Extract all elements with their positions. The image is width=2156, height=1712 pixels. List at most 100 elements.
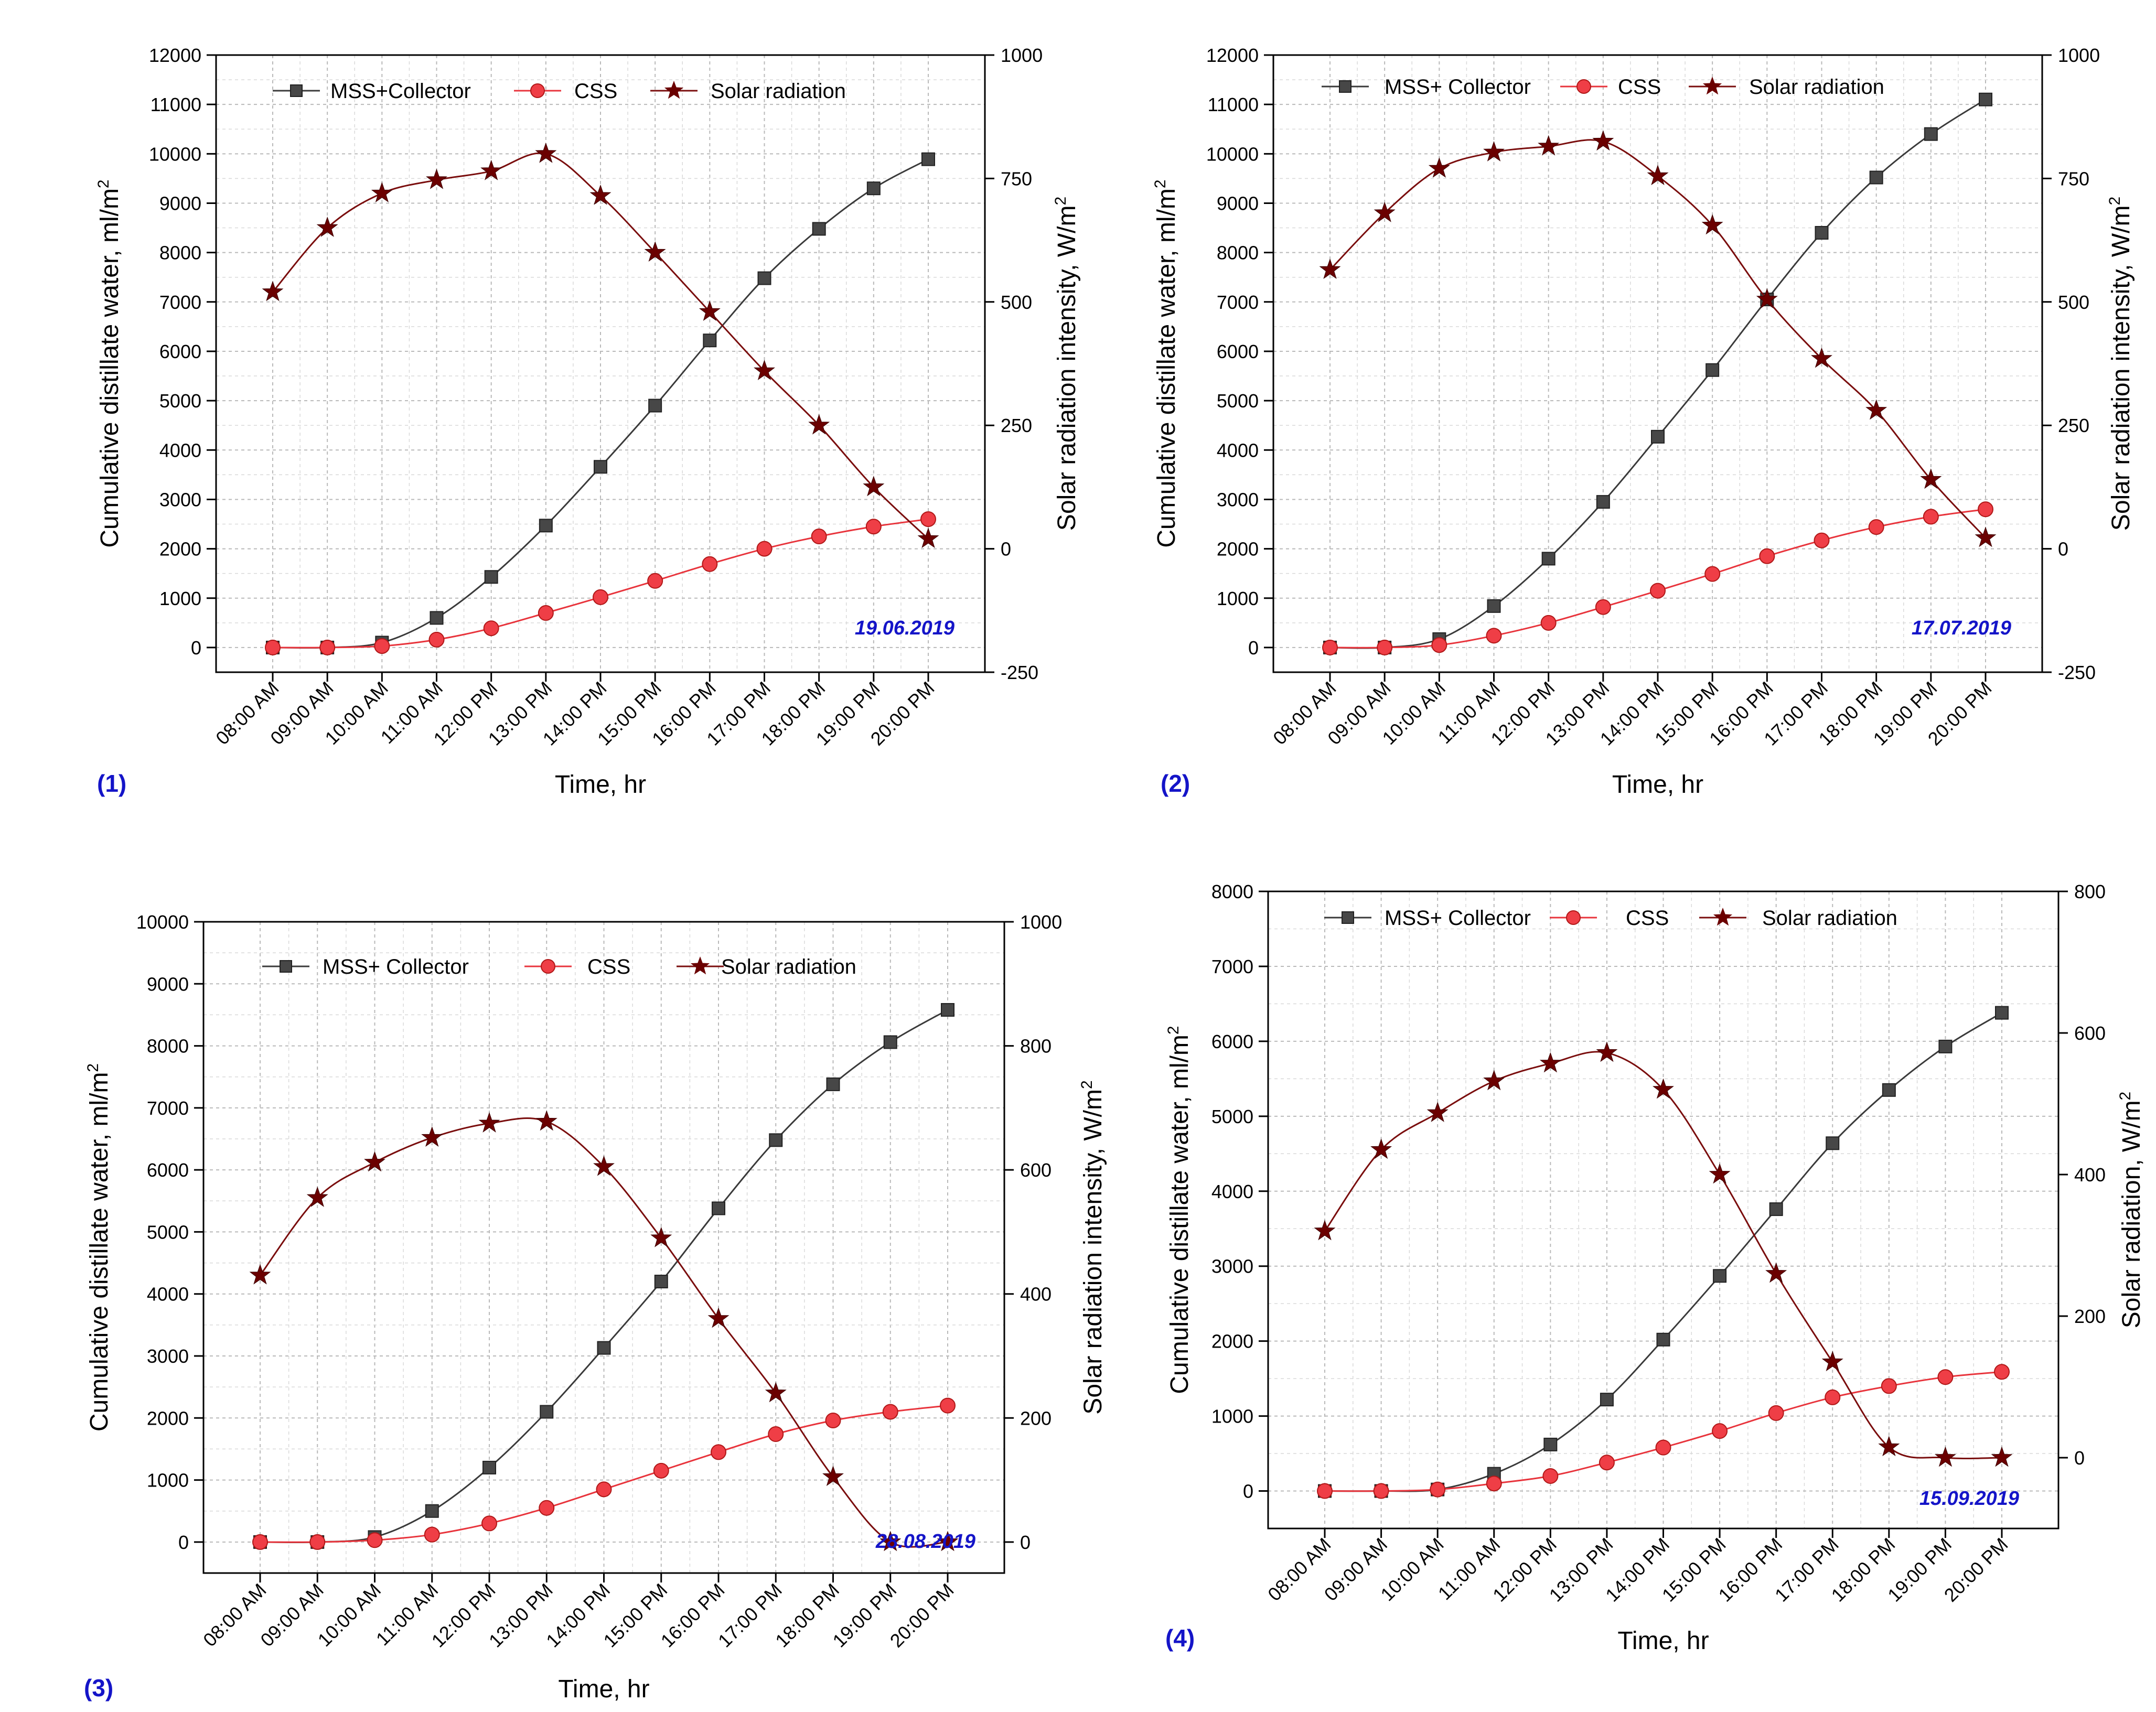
data-point-solar	[1319, 259, 1341, 279]
y-tick-label: 6000	[147, 1159, 189, 1181]
legend-marker-square-icon	[1339, 80, 1351, 93]
y-axis-title-superscript: 2	[84, 1063, 102, 1072]
data-point-css	[647, 573, 663, 589]
data-point-mss	[1487, 599, 1501, 613]
data-point-css	[1994, 1364, 2010, 1380]
data-point-solar	[1756, 288, 1778, 309]
data-point-solar	[1709, 1163, 1731, 1184]
y-tick-label: 3000	[1211, 1256, 1253, 1277]
data-point-solar	[1821, 1351, 1843, 1372]
y-tick-label: 1000	[1217, 588, 1259, 609]
data-point-solar	[1878, 1436, 1900, 1457]
y2-tick-label: 1000	[1001, 45, 1043, 66]
x-axis-title: Time, hr	[1612, 771, 1703, 799]
data-point-css	[309, 1534, 326, 1550]
legend-marker-circle-icon	[530, 83, 545, 98]
x-axis-title: Time, hr	[558, 1675, 649, 1703]
y-axis-title: Cumulative distillate water, ml/m2	[1152, 179, 1181, 547]
data-point-css	[865, 519, 882, 535]
legend-label: MSS+ Collector	[1385, 76, 1531, 99]
y2-tick-label: 800	[1020, 1036, 1052, 1057]
y-tick-label: 3000	[147, 1345, 189, 1367]
data-point-mss	[1769, 1202, 1783, 1216]
data-point-css	[1486, 628, 1502, 644]
data-point-mss	[1882, 1083, 1896, 1097]
legend-label: Solar radiation	[1749, 76, 1884, 99]
data-point-css	[1317, 1483, 1333, 1499]
data-point-solar	[707, 1307, 730, 1328]
data-point-css	[711, 1444, 726, 1460]
data-point-solar	[1374, 201, 1396, 222]
legend-marker-star-icon	[1713, 908, 1733, 926]
data-point-solar	[589, 184, 612, 205]
data-point-mss	[1869, 170, 1883, 185]
data-point-mss	[594, 460, 607, 474]
y-tick-label: 0	[178, 1532, 189, 1553]
legend-marker-circle-icon	[1576, 79, 1591, 94]
y-tick-label: 2000	[1211, 1331, 1253, 1352]
data-point-css	[539, 1500, 555, 1516]
y-axis-title: Cumulative distillate water, ml/m2	[84, 1063, 113, 1431]
data-point-css	[1937, 1369, 1954, 1385]
data-point-css	[1978, 501, 1993, 518]
data-point-mss	[921, 152, 935, 166]
data-point-mss	[484, 570, 498, 584]
data-point-solar	[478, 1112, 500, 1133]
y2-axis-title-text: Solar radiation intensity, W/m	[1053, 206, 1081, 531]
data-point-mss	[1924, 127, 1938, 141]
data-point-solar	[1483, 141, 1505, 161]
data-point-css	[1655, 1439, 1671, 1456]
data-point-solar	[1920, 468, 1942, 489]
data-point-solar	[1934, 1446, 1956, 1467]
data-point-css	[1322, 639, 1338, 655]
panel-label: (4)	[1165, 1624, 1195, 1652]
data-point-solar	[371, 182, 393, 203]
panel-label: (1)	[97, 770, 126, 797]
data-point-css	[424, 1526, 440, 1543]
data-point-css	[1768, 1405, 1784, 1421]
y2-axis-title-superscript: 2	[1052, 197, 1069, 206]
data-point-css	[596, 1481, 612, 1498]
y2-tick-label: 0	[2074, 1447, 2085, 1469]
y-axis-title-text: Cumulative distillate water, ml/m	[96, 188, 124, 548]
data-point-solar	[1975, 526, 1997, 547]
y-tick-label: 9000	[1217, 192, 1259, 214]
data-point-mss	[648, 399, 662, 413]
data-point-solar	[1426, 1102, 1449, 1122]
y2-tick-label: -250	[2058, 662, 2096, 683]
y-tick-label: 3000	[159, 489, 201, 510]
data-point-solar	[1596, 1041, 1618, 1062]
data-point-solar	[535, 142, 557, 163]
y2-tick-label: 600	[2074, 1022, 2106, 1044]
legend-marker-square-icon	[1342, 911, 1354, 924]
data-point-css	[1431, 637, 1447, 653]
data-point-solar	[1865, 399, 1887, 420]
data-point-solar	[364, 1151, 385, 1172]
y-tick-label: 1000	[147, 1470, 189, 1491]
data-point-mss	[597, 1341, 611, 1355]
data-point-solar	[1370, 1138, 1392, 1159]
y2-axis-title-superscript: 2	[2106, 197, 2123, 206]
legend-label: MSS+ Collector	[323, 955, 469, 978]
data-point-css	[538, 605, 554, 621]
data-point-mss	[1713, 1269, 1727, 1283]
data-point-mss	[703, 333, 717, 348]
data-point-solar	[863, 476, 885, 497]
data-point-mss	[866, 181, 881, 196]
data-point-mss	[941, 1003, 954, 1017]
y-tick-label: 4000	[1217, 439, 1259, 461]
data-point-css	[252, 1534, 268, 1550]
y-axis-title-text: Cumulative distillate water, ml/m	[85, 1072, 113, 1432]
data-point-solar	[1538, 135, 1560, 156]
y2-axis-title-text: Solar radiation intensity, W/m	[1079, 1089, 1107, 1415]
data-point-css	[319, 639, 336, 655]
data-point-mss	[1651, 429, 1665, 444]
data-point-css	[481, 1515, 497, 1532]
data-point-solar	[1314, 1220, 1336, 1241]
date-annotation: 19.06.2019	[855, 617, 954, 639]
data-point-css	[1373, 1483, 1389, 1499]
y-tick-label: 10000	[149, 143, 201, 165]
y2-axis-title: Solar radiation intensity, W/m2	[1052, 197, 1081, 531]
y-tick-label: 8000	[1211, 881, 1253, 902]
data-point-css	[1868, 519, 1884, 535]
